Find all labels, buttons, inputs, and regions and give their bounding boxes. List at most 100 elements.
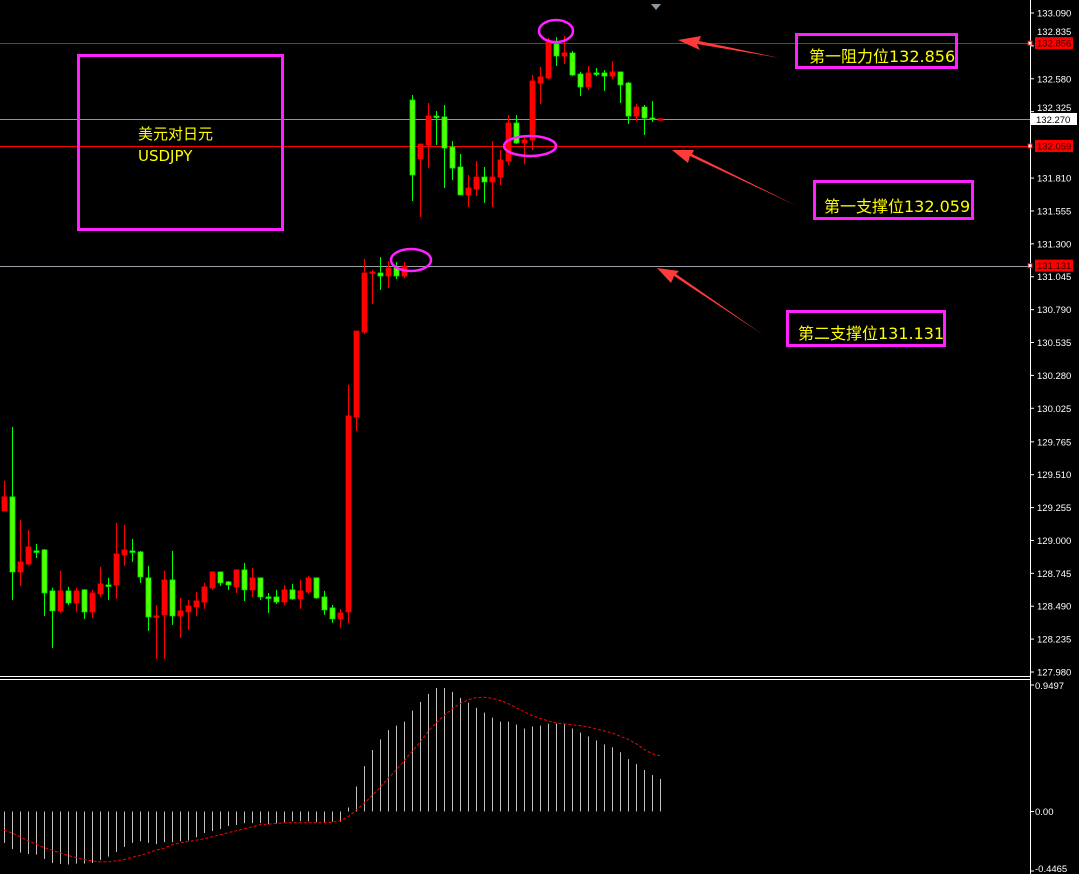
axis-tick-label: 131.300 — [1037, 239, 1071, 250]
candle-body — [145, 577, 152, 618]
candle-body — [513, 122, 520, 144]
candle-body — [553, 43, 560, 57]
candle-body — [193, 600, 200, 608]
candle-body — [497, 159, 504, 178]
candle — [465, 174, 472, 207]
candle — [337, 608, 344, 628]
candle-body — [9, 496, 16, 573]
candle-body — [185, 605, 192, 613]
candle-body — [337, 612, 344, 620]
indicator-axis-label: -0.4465 — [1035, 864, 1067, 874]
candle — [153, 604, 160, 659]
candle — [17, 519, 24, 586]
axis-tick-label: 132.325 — [1037, 103, 1071, 114]
shift-marker-icon[interactable] — [651, 4, 661, 10]
candle — [625, 81, 632, 125]
candle-body — [297, 590, 304, 600]
candle — [249, 567, 256, 597]
candle — [9, 426, 16, 600]
candle — [233, 569, 240, 593]
candle-body — [585, 72, 592, 88]
candle — [281, 584, 288, 605]
candle — [89, 589, 96, 618]
candle-body — [201, 586, 208, 603]
candle-body — [577, 73, 584, 88]
candle — [657, 118, 664, 121]
candle — [545, 38, 552, 80]
candle — [41, 548, 48, 616]
candle-body — [657, 118, 664, 121]
candle-body — [169, 579, 176, 617]
candle-body — [305, 577, 312, 593]
indicator-axis: 0.9497 0.00 -0.4465 — [1030, 681, 1067, 874]
support2-label: 第二支撑位131.131 — [798, 324, 945, 343]
axis-tick-label: 131.555 — [1037, 206, 1071, 217]
axis-tick-label: 132.835 — [1037, 27, 1071, 38]
candle — [393, 262, 400, 280]
candle — [217, 571, 224, 586]
candle — [273, 589, 280, 604]
candle-body — [649, 117, 656, 120]
candle-body — [41, 549, 48, 594]
level-price-label: 132.856 — [1037, 39, 1071, 50]
symbol-code: USDJPY — [138, 147, 193, 165]
candle-body — [177, 610, 184, 617]
candle-body — [481, 176, 488, 183]
candle-body — [49, 590, 56, 612]
candle-body — [289, 589, 296, 600]
candle-body — [625, 82, 632, 117]
candle-body — [249, 577, 256, 591]
axis-tick-label: 128.745 — [1037, 569, 1071, 580]
support2-highlight-circle — [389, 247, 433, 273]
candle-body — [273, 596, 280, 603]
candle — [417, 143, 424, 218]
candle-body — [241, 569, 248, 591]
candle — [521, 134, 528, 165]
signal-line — [3, 696, 661, 863]
candle-body — [25, 546, 32, 565]
candle — [1, 480, 8, 512]
candle — [65, 586, 72, 605]
candle-body — [457, 166, 464, 196]
candle — [601, 70, 608, 92]
annotation-arrows — [657, 36, 797, 336]
candle — [513, 115, 520, 145]
candle-body — [353, 330, 360, 418]
price-axis: 132.856 132.059 131.131 132.270 133.090 132.8… — [1027, 9, 1077, 679]
resistance1-annotation-box: 第一阻力位132.856 — [795, 33, 958, 69]
candle-body — [129, 550, 136, 553]
axis-tick-label: 130.535 — [1037, 338, 1071, 349]
candle-body — [65, 590, 72, 604]
candle — [537, 67, 544, 105]
candle — [649, 100, 656, 122]
candle-body — [17, 561, 24, 573]
candle — [121, 524, 128, 566]
candle — [369, 270, 376, 304]
candle-body — [257, 577, 264, 598]
candle — [73, 587, 80, 612]
candle — [57, 570, 64, 613]
candle — [33, 543, 40, 558]
current-price-label: 132.270 — [1036, 115, 1070, 126]
candle — [321, 590, 328, 615]
candle-body — [217, 571, 224, 584]
candle-body — [569, 52, 576, 76]
level-marker — [1027, 143, 1033, 149]
arrow-icon — [672, 150, 797, 206]
candle-body — [441, 116, 448, 149]
candle — [209, 571, 216, 590]
candle-body — [361, 272, 368, 333]
candle — [257, 577, 264, 600]
level-price-tag — [1035, 139, 1073, 152]
candle — [201, 582, 208, 609]
candle-body — [593, 72, 600, 75]
candle-body — [81, 589, 88, 613]
candle — [529, 75, 536, 150]
candle — [97, 566, 104, 597]
candle-body — [113, 553, 120, 586]
candle — [609, 60, 616, 80]
level-lines — [0, 43, 1030, 267]
candle-body — [385, 267, 392, 277]
arrow-icon — [678, 36, 780, 58]
